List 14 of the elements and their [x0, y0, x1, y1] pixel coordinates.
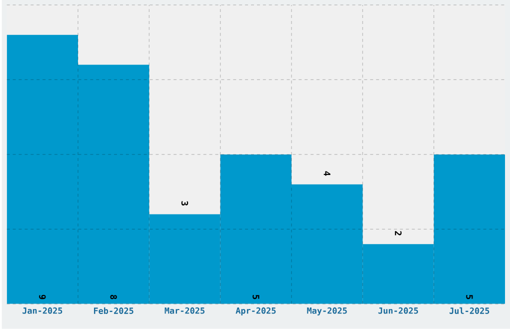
x-tick-label: Apr-2025: [236, 308, 276, 316]
data-label: 3: [181, 201, 188, 206]
x-tick-label: Mar-2025: [164, 308, 204, 314]
x-tick-label: Jun-2025: [378, 308, 418, 314]
data-label: 5: [466, 295, 473, 300]
data-label: 9: [39, 294, 46, 300]
data-label: 8: [110, 294, 117, 300]
x-tick-label: May-2025: [307, 308, 347, 316]
x-tick-label: Jul-2025: [450, 308, 490, 314]
data-label: 5: [252, 295, 260, 300]
x-tick-label: Jan-2025: [22, 308, 62, 314]
data-label: 2: [394, 231, 402, 236]
x-tick-label: Feb-2025: [94, 308, 134, 314]
data-label: 4: [324, 171, 330, 176]
